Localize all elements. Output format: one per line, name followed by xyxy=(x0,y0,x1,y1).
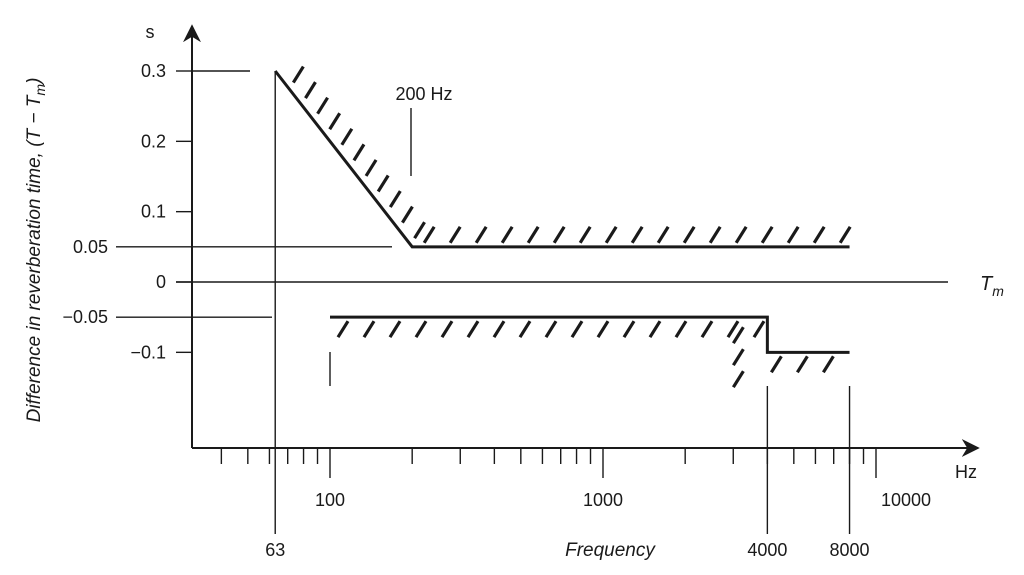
y-tick-label-1: 0.2 xyxy=(141,131,166,151)
lower-hatch-11 xyxy=(622,320,636,339)
reference-line-label-main: T xyxy=(980,273,994,295)
y-axis-title-main: Difference in reverberation time, (T − T xyxy=(24,94,45,422)
upper-hatch-13 xyxy=(474,225,488,244)
y-axis-title-sub: m xyxy=(32,84,48,96)
upper-hatch-16 xyxy=(552,225,566,244)
reference-line-label-sub: m xyxy=(992,283,1004,299)
lower-hatch-14 xyxy=(700,320,714,339)
upper-hatch-26 xyxy=(812,225,826,244)
annotation-200hz: 200 Hz xyxy=(395,84,452,104)
x-drop-label-0: 63 xyxy=(265,540,285,560)
upper-limit-line xyxy=(274,70,850,249)
y-tick-label-3: 0 xyxy=(156,272,166,292)
hatch-layer xyxy=(291,65,852,389)
lower-hatch-0 xyxy=(336,320,350,339)
x-tick-label-1: 1000 xyxy=(583,490,623,510)
upper-hatch-20 xyxy=(656,225,670,244)
x-drop-label-1: 4000 xyxy=(747,540,787,560)
ticks-layer: 0.3 0.2 0.1 0 −0.1 0.05 −0.05 100 1000 10000 63 400… xyxy=(62,61,948,560)
lower-hatch-7 xyxy=(518,320,532,339)
lower-hatch-18 xyxy=(732,348,745,367)
lower-hatch-4 xyxy=(440,320,454,339)
lower-hatch-15 xyxy=(726,320,740,339)
upper-hatch-4 xyxy=(340,127,354,146)
upper-hatch-5 xyxy=(352,143,366,162)
upper-hatch-22 xyxy=(708,225,722,244)
upper-hatch-19 xyxy=(630,225,644,244)
lower-hatch-10 xyxy=(596,320,610,339)
lower-hatch-8 xyxy=(544,320,558,339)
lower-hatch-9 xyxy=(570,320,584,339)
x-drop-label-2: 8000 xyxy=(830,540,870,560)
upper-hatch-12 xyxy=(448,225,462,244)
lower-hatch-5 xyxy=(466,320,480,339)
lower-hatch-22 xyxy=(822,355,835,374)
upper-hatch-21 xyxy=(682,225,696,244)
lines-layer xyxy=(274,70,850,354)
upper-hatch-27 xyxy=(838,225,852,244)
upper-hatch-1 xyxy=(304,81,317,99)
lower-hatch-12 xyxy=(648,320,662,339)
upper-hatch-25 xyxy=(786,225,800,244)
lower-hatch-17 xyxy=(732,326,745,345)
upper-hatch-11 xyxy=(422,225,436,244)
lower-hatch-21 xyxy=(796,355,809,374)
upper-hatch-24 xyxy=(760,225,774,244)
lower-hatch-6 xyxy=(492,320,506,339)
upper-hatch-3 xyxy=(328,112,342,131)
y-tick-label-4: −0.1 xyxy=(130,342,166,362)
lower-hatch-20 xyxy=(770,355,783,374)
upper-hatch-0 xyxy=(291,65,305,84)
lower-hatch-1 xyxy=(362,320,376,339)
upper-hatch-18 xyxy=(604,225,618,244)
upper-hatch-6 xyxy=(364,159,378,177)
upper-hatch-15 xyxy=(526,225,540,244)
upper-hatch-10 xyxy=(413,221,426,240)
upper-hatch-23 xyxy=(734,225,748,244)
y-unit-label: s xyxy=(146,22,155,42)
x-axis-title: Frequency xyxy=(565,540,656,561)
y-side-tick-label-0: 0.05 xyxy=(73,237,108,257)
x-tick-label-2: 10000 xyxy=(881,490,931,510)
x-unit-label: Hz xyxy=(955,462,977,482)
lower-hatch-16 xyxy=(752,320,766,339)
y-axis-title: Difference in reverberation time, (T − T… xyxy=(24,78,48,423)
lower-limit-line xyxy=(330,315,850,354)
lower-hatch-2 xyxy=(388,320,402,339)
reference-line-label: Tm xyxy=(980,273,1004,299)
y-axis-title-close: ) xyxy=(24,78,45,86)
y-tick-label-2: 0.1 xyxy=(141,202,166,222)
lower-hatch-19 xyxy=(732,370,745,389)
y-side-tick-label-1: −0.05 xyxy=(62,307,108,327)
upper-hatch-14 xyxy=(500,225,514,244)
y-tick-label-0: 0.3 xyxy=(141,61,166,81)
upper-hatch-8 xyxy=(388,190,402,208)
lower-hatch-3 xyxy=(414,320,428,339)
lower-hatch-13 xyxy=(674,320,688,339)
x-tick-label-0: 100 xyxy=(315,490,345,510)
upper-hatch-2 xyxy=(316,96,329,115)
upper-hatch-7 xyxy=(376,174,390,193)
upper-hatch-9 xyxy=(401,205,414,224)
upper-hatch-17 xyxy=(578,225,592,244)
